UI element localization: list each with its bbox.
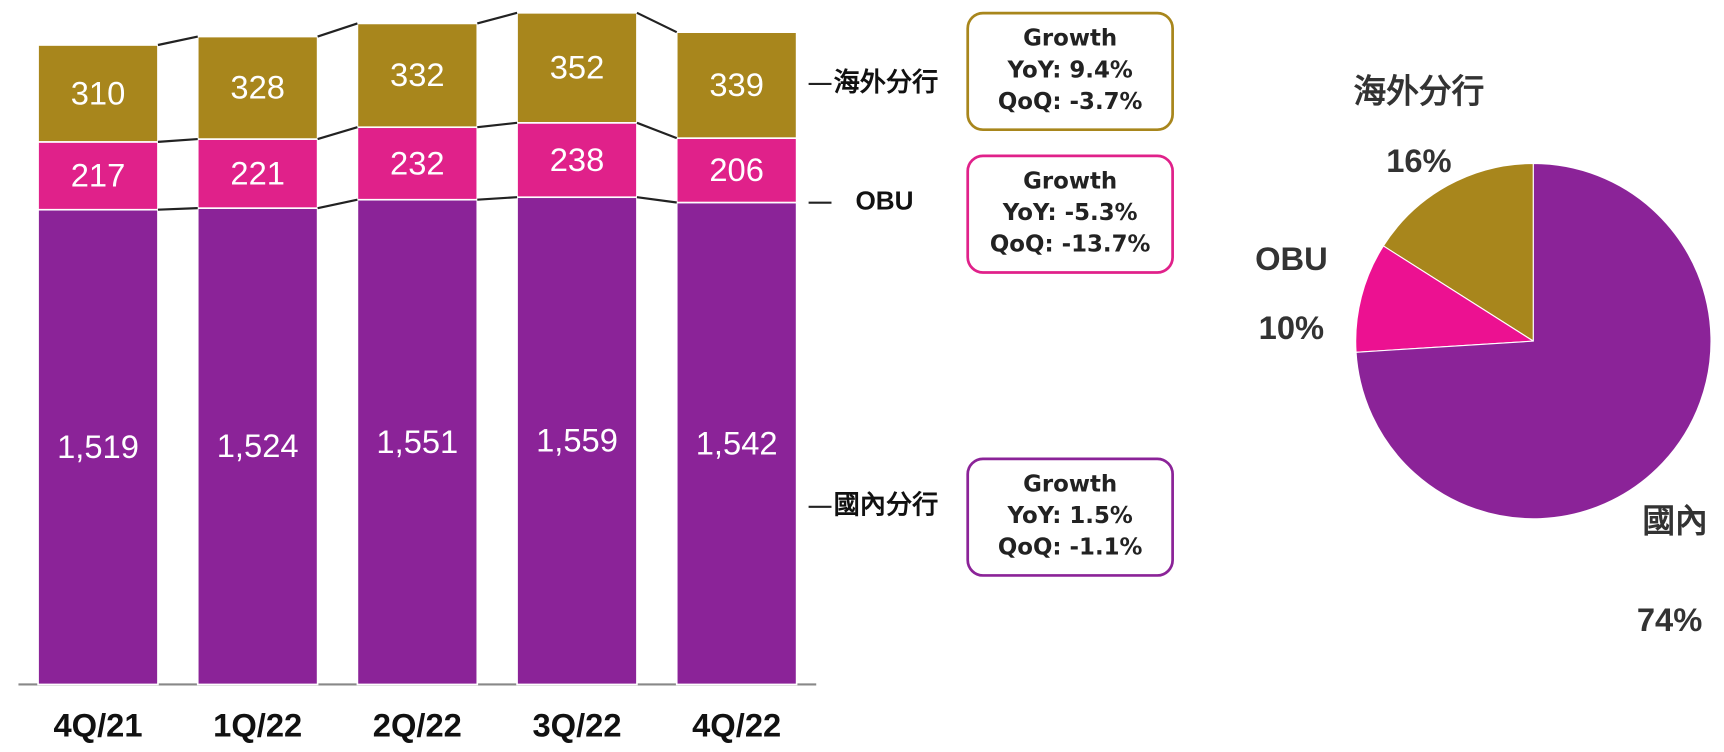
pie-value: 10%: [1259, 309, 1324, 346]
growth-box: [966, 11, 1174, 132]
connector: [317, 126, 358, 141]
bar-segment: [196, 35, 319, 140]
x-tick-label: 1Q/22: [213, 707, 302, 744]
bar-segment: [196, 138, 319, 209]
bar-segment: [37, 141, 159, 211]
data-label: 206: [709, 151, 764, 188]
connector: [477, 121, 518, 129]
bar-segment: [675, 137, 798, 204]
bar-segment: [675, 31, 798, 139]
bar-segment: [516, 196, 638, 686]
bar-segment: [675, 201, 798, 686]
pie-slice: [1382, 162, 1534, 343]
pie-slice: [1355, 162, 1712, 520]
x-tick-label: 3Q/22: [532, 707, 621, 744]
connector: [317, 22, 358, 38]
bar-segment: [356, 22, 479, 129]
x-tick-label: 2Q/22: [373, 707, 462, 744]
connector: [476, 11, 518, 25]
data-label: 232: [390, 144, 445, 181]
pie-category: 海外分行: [1354, 72, 1485, 109]
growth-text: YoY: -5.3%: [1002, 200, 1138, 226]
pie-slice: [1355, 245, 1536, 353]
connector: [636, 196, 677, 204]
data-label: 238: [550, 141, 605, 178]
x-tick-label: 4Q/22: [692, 707, 781, 744]
data-label: 1,559: [536, 422, 618, 459]
bar-segment: [196, 207, 319, 686]
bar-segment: [516, 11, 638, 124]
growth-box: [966, 457, 1174, 577]
growth-text: QoQ: -13.7%: [990, 232, 1151, 258]
bar-segment: [356, 126, 479, 201]
data-label: 332: [390, 56, 445, 93]
pie-value: 16%: [1386, 142, 1451, 179]
growth-text: Growth: [1023, 169, 1117, 195]
legend-label: 海外分行: [834, 67, 939, 97]
connector: [157, 207, 198, 211]
growth-text: Growth: [1023, 471, 1117, 497]
data-label: 339: [709, 66, 764, 103]
data-label: 328: [230, 69, 285, 106]
bar-segment: [516, 122, 638, 199]
bar-segment: [37, 208, 159, 686]
data-label: 352: [550, 49, 605, 86]
data-label: 1,519: [57, 428, 139, 465]
growth-text: QoQ: -1.1%: [998, 535, 1143, 561]
pie-category: 國內: [1642, 502, 1707, 539]
data-label: 221: [230, 154, 285, 191]
connector: [477, 196, 518, 201]
growth-text: QoQ: -3.7%: [998, 89, 1143, 115]
bar-segment: [356, 198, 479, 686]
connector: [636, 11, 678, 34]
data-label: 1,524: [217, 427, 299, 464]
growth-box: [966, 154, 1174, 274]
connector: [157, 137, 198, 143]
growth-text: YoY: 9.4%: [1007, 57, 1133, 83]
bar-segment: [37, 44, 159, 143]
x-tick-label: 4Q/21: [53, 707, 142, 744]
pie-value: 74%: [1637, 601, 1702, 638]
connector: [317, 198, 358, 210]
legend-label: OBU: [855, 186, 913, 216]
pie-category: OBU: [1255, 240, 1328, 277]
connector: [157, 35, 198, 47]
data-label: 217: [71, 157, 126, 194]
data-label: 310: [71, 74, 126, 111]
connector: [636, 121, 678, 140]
data-label: 1,551: [376, 423, 458, 460]
growth-text: YoY: 1.5%: [1007, 503, 1133, 529]
legend-label: 國內分行: [834, 490, 939, 520]
data-label: 1,542: [696, 424, 778, 461]
growth-text: Growth: [1023, 26, 1117, 52]
